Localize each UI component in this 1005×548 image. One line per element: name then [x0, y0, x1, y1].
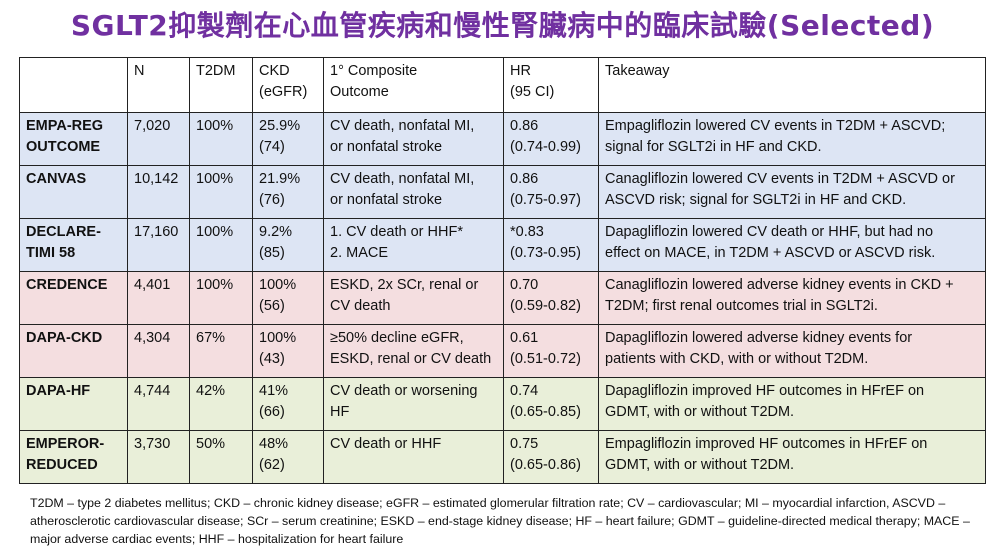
- table-row: CREDENCE 4,401 100% 100% (56) ESKD, 2x S…: [19, 271, 986, 325]
- ckd-cell: 100% (43): [252, 324, 324, 378]
- outcome-cell: CV death or HHF: [323, 430, 504, 484]
- takeaway-cell: Empagliflozin improved HF outcomes in HF…: [598, 430, 986, 484]
- trial-name-cell: EMPEROR- REDUCED: [19, 430, 128, 484]
- n-cell: 17,160: [127, 218, 190, 272]
- table-row: DAPA-HF 4,744 42% 41% (66) CV death or w…: [19, 377, 986, 431]
- header-cell-t2dm: T2DM: [189, 57, 253, 113]
- outcome-cell: ≥50% decline eGFR, ESKD, renal or CV dea…: [323, 324, 504, 378]
- ckd-cell: 41% (66): [252, 377, 324, 431]
- t2dm-cell: 50%: [189, 430, 253, 484]
- abbreviations-footnote: T2DM – type 2 diabetes mellitus; CKD – c…: [30, 496, 970, 546]
- page-title: SGLT2抑製劑在心血管疾病和慢性腎臟病中的臨床試驗(Selected): [70, 9, 935, 42]
- header-cell-hr: HR (95 CI): [503, 57, 599, 113]
- outcome-cell: 1. CV death or HHF* 2. MACE: [323, 218, 504, 272]
- trial-name-cell: DECLARE- TIMI 58: [19, 218, 128, 272]
- takeaway-cell: Dapagliflozin lowered adverse kidney eve…: [598, 324, 986, 378]
- outcome-cell: CV death, nonfatal MI, or nonfatal strok…: [323, 165, 504, 219]
- ckd-cell: 21.9% (76): [252, 165, 324, 219]
- trial-name-cell: CANVAS: [19, 165, 128, 219]
- t2dm-cell: 100%: [189, 165, 253, 219]
- ckd-cell: 25.9% (74): [252, 112, 324, 166]
- n-cell: 4,401: [127, 271, 190, 325]
- outcome-cell: CV death, nonfatal MI, or nonfatal strok…: [323, 112, 504, 166]
- t2dm-cell: 100%: [189, 218, 253, 272]
- trial-name-cell: DAPA-HF: [19, 377, 128, 431]
- header-cell-ckd: CKD (eGFR): [252, 57, 324, 113]
- n-cell: 3,730: [127, 430, 190, 484]
- n-cell: 4,304: [127, 324, 190, 378]
- header-cell-takeaway: Takeaway: [598, 57, 986, 113]
- takeaway-cell: Dapagliflozin improved HF outcomes in HF…: [598, 377, 986, 431]
- outcome-cell: CV death or worsening HF: [323, 377, 504, 431]
- takeaway-cell: Canagliflozin lowered CV events in T2DM …: [598, 165, 986, 219]
- trial-name-cell: CREDENCE: [19, 271, 128, 325]
- table-row: DECLARE- TIMI 58 17,160 100% 9.2% (85) 1…: [19, 218, 986, 272]
- hr-cell: 0.86 (0.74-0.99): [503, 112, 599, 166]
- t2dm-cell: 100%: [189, 112, 253, 166]
- table-row: EMPEROR- REDUCED 3,730 50% 48% (62) CV d…: [19, 430, 986, 484]
- table-row: DAPA-CKD 4,304 67% 100% (43) ≥50% declin…: [19, 324, 986, 378]
- trial-name-cell: EMPA-REG OUTCOME: [19, 112, 128, 166]
- n-cell: 4,744: [127, 377, 190, 431]
- table-row: EMPA-REG OUTCOME 7,020 100% 25.9% (74) C…: [19, 112, 986, 166]
- header-cell-outcome: 1° Composite Outcome: [323, 57, 504, 113]
- table-header-row: N T2DM CKD (eGFR) 1° Composite Outcome H…: [19, 57, 986, 113]
- takeaway-cell: Dapagliflozin lowered CV death or HHF, b…: [598, 218, 986, 272]
- t2dm-cell: 67%: [189, 324, 253, 378]
- hr-cell: 0.70 (0.59-0.82): [503, 271, 599, 325]
- n-cell: 10,142: [127, 165, 190, 219]
- header-cell-trial: [19, 57, 128, 113]
- hr-cell: 0.74 (0.65-0.85): [503, 377, 599, 431]
- takeaway-cell: Canagliflozin lowered adverse kidney eve…: [598, 271, 986, 325]
- ckd-cell: 100% (56): [252, 271, 324, 325]
- t2dm-cell: 100%: [189, 271, 253, 325]
- table-row: CANVAS 10,142 100% 21.9% (76) CV death, …: [19, 165, 986, 219]
- hr-cell: 0.86 (0.75-0.97): [503, 165, 599, 219]
- hr-cell: 0.61 (0.51-0.72): [503, 324, 599, 378]
- trials-table: N T2DM CKD (eGFR) 1° Composite Outcome H…: [19, 57, 986, 484]
- n-cell: 7,020: [127, 112, 190, 166]
- header-cell-n: N: [127, 57, 190, 113]
- ckd-cell: 48% (62): [252, 430, 324, 484]
- trial-name-cell: DAPA-CKD: [19, 324, 128, 378]
- t2dm-cell: 42%: [189, 377, 253, 431]
- ckd-cell: 9.2% (85): [252, 218, 324, 272]
- outcome-cell: ESKD, 2x SCr, renal or CV death: [323, 271, 504, 325]
- takeaway-cell: Empagliflozin lowered CV events in T2DM …: [598, 112, 986, 166]
- hr-cell: 0.75 (0.65-0.86): [503, 430, 599, 484]
- hr-cell: *0.83 (0.73-0.95): [503, 218, 599, 272]
